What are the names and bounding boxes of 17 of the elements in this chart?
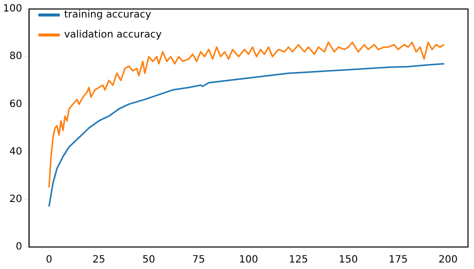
x-tick-label: 75 (192, 254, 206, 266)
x-tick-label: 150 (338, 254, 358, 266)
x-tick-label: 200 (438, 254, 458, 266)
x-tick-label: 100 (238, 254, 258, 266)
x-tick-label: 0 (46, 254, 52, 266)
y-tick-label: 40 (9, 146, 22, 158)
y-tick-label: 80 (9, 51, 22, 62)
x-tick-label: 125 (288, 254, 308, 266)
y-tick-label: 60 (9, 98, 22, 110)
x-tick-label: 50 (142, 254, 156, 266)
legend-label: training accuracy (64, 10, 152, 21)
y-tick-label: 100 (2, 4, 22, 15)
legend-label: validation accuracy (64, 30, 162, 41)
y-tick-label: 0 (16, 242, 22, 253)
y-tick-label: 20 (9, 194, 22, 205)
x-tick-label: 25 (92, 254, 106, 266)
x-tick-label: 175 (388, 254, 408, 266)
